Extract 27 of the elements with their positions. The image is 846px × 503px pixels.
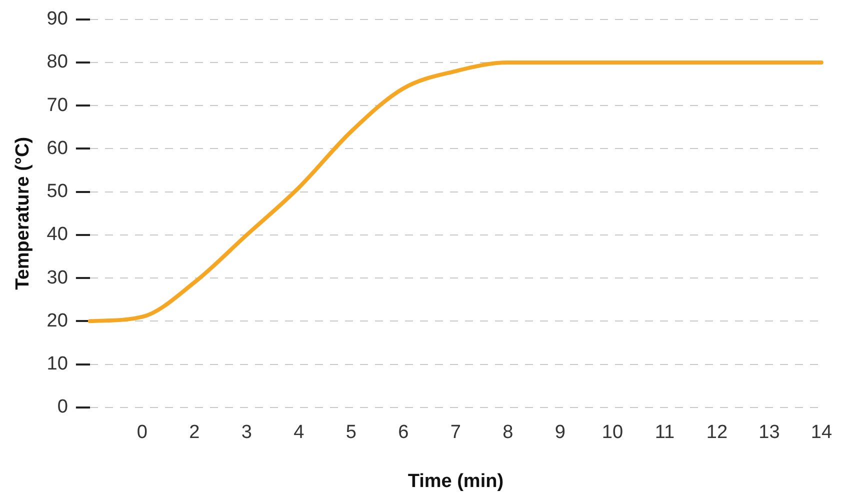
x-tick-label: 7 (450, 422, 461, 444)
y-tick-label: 0 (57, 396, 68, 418)
x-tick-label: 11 (654, 422, 675, 444)
y-tick-label: 60 (46, 138, 68, 159)
y-tick-label: 50 (46, 181, 68, 202)
y-tick-label: 90 (46, 8, 68, 30)
x-tick-label: 0 (136, 422, 148, 444)
x-tick-label: 10 (602, 422, 624, 444)
y-tick-label: 10 (46, 354, 68, 375)
x-tick-label: 8 (502, 422, 514, 444)
line-series (88, 60, 824, 324)
x-tick-label: 4 (294, 422, 305, 444)
x-tick-label: 3 (241, 422, 252, 444)
y-axis-title: Temperature (°C) (12, 136, 34, 290)
x-tick-label: 5 (346, 422, 356, 444)
x-axis-title: Time (min) (408, 470, 504, 492)
x-tick-label: 9 (554, 422, 566, 444)
x-tick-label: 13 (758, 422, 780, 444)
x-tick-label: 14 (810, 422, 832, 444)
y-tick-label: 20 (46, 310, 68, 332)
x-tick-label: 2 (189, 422, 200, 444)
y-tick-label: 40 (46, 224, 68, 246)
y-tick-label: 30 (46, 267, 68, 288)
x-tick-label: 12 (706, 422, 728, 444)
y-tick-label: 80 (46, 52, 68, 73)
x-tick-label: 6 (398, 422, 409, 444)
y-tick-label: 70 (46, 94, 68, 116)
